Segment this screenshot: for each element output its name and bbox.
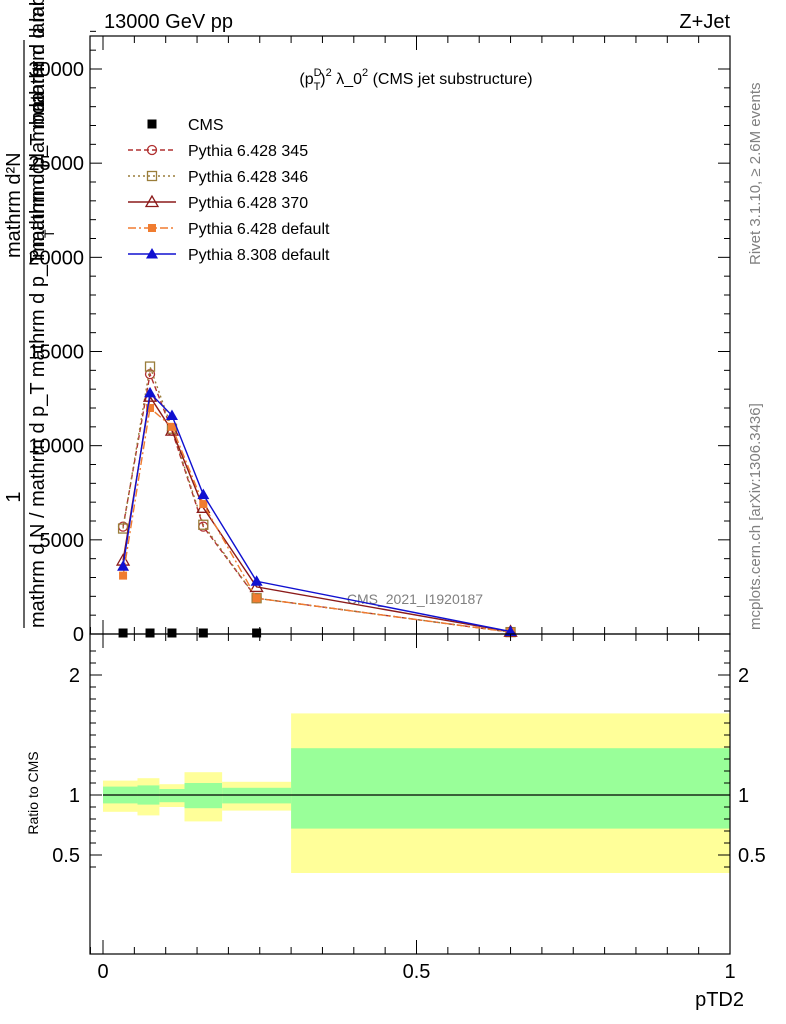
data-point bbox=[117, 523, 129, 534]
ratio-inner-band bbox=[291, 748, 730, 829]
legend-item: Pythia 6.428 346 bbox=[128, 169, 308, 186]
ylabel-one: 1 bbox=[3, 491, 25, 502]
data-point bbox=[249, 579, 264, 593]
main-ytick-label: 25000 bbox=[28, 153, 84, 175]
legend-marker bbox=[146, 144, 158, 156]
main-y-label: 1 mathrm d N / mathrm d p_T mathrm d p_T… bbox=[3, 0, 57, 628]
xtick-label: 0.5 bbox=[403, 961, 431, 983]
series-layer bbox=[115, 361, 518, 638]
main-x-axis-ticks bbox=[89, 36, 731, 634]
series-line bbox=[122, 406, 511, 633]
ylabel-sub-t: T bbox=[41, 229, 57, 238]
title-sup-d: D bbox=[314, 67, 322, 79]
data-point bbox=[252, 594, 261, 603]
plot-title: (pD T)2 λ_02 (CMS jet substructure) bbox=[299, 67, 532, 93]
ylabel-numerator-inner: mathrm d p_T mathrm d lambda bbox=[27, 0, 49, 258]
legend-label: Pythia 6.428 default bbox=[188, 221, 330, 238]
legend-label: CMS bbox=[188, 117, 224, 134]
data-point bbox=[199, 500, 208, 509]
ratio-y-axis: 0.5 0.5 1 1 2 2 bbox=[52, 650, 766, 868]
legend-label: Pythia 6.428 346 bbox=[188, 169, 308, 186]
ratio-x-axis: 0 0.5 1 bbox=[89, 634, 736, 983]
xtick-label: 1 bbox=[724, 961, 735, 983]
legend-item: Pythia 6.428 default bbox=[128, 221, 330, 238]
legend-marker bbox=[148, 224, 156, 232]
data-point bbox=[198, 628, 208, 638]
legend-item: Pythia 8.308 default bbox=[128, 247, 330, 264]
ratio-ytick-label-left: 1 bbox=[69, 785, 80, 807]
title-open: (p bbox=[299, 71, 313, 88]
series-line bbox=[122, 366, 511, 633]
title-sub-t: T bbox=[314, 81, 321, 93]
legend-label: Pythia 6.428 345 bbox=[188, 143, 308, 160]
title-close: ) bbox=[320, 71, 325, 88]
header-energy: 13000 GeV pp bbox=[104, 11, 233, 33]
ratio-ytick-label-right: 2 bbox=[738, 665, 749, 687]
legend-item: Pythia 6.428 345 bbox=[128, 143, 308, 160]
data-point bbox=[167, 628, 177, 638]
data-point bbox=[144, 386, 157, 398]
ratio-ytick-label-right: 0.5 bbox=[738, 845, 766, 867]
legend-item: Pythia 6.428 370 bbox=[128, 194, 308, 212]
legend-marker bbox=[147, 119, 157, 129]
data-point bbox=[252, 628, 262, 638]
title-lambda: λ_0 bbox=[332, 71, 362, 88]
main-ytick-label: 10000 bbox=[28, 436, 84, 458]
data-point bbox=[251, 593, 262, 604]
data-point bbox=[197, 488, 210, 500]
data-point bbox=[119, 571, 128, 580]
ylabel-denominator: mathrm d N / mathrm d p_T mathrm d p_T m… bbox=[27, 91, 49, 628]
main-ytick-label: 30000 bbox=[28, 59, 84, 81]
ratio-ytick-label-left: 0.5 bbox=[52, 845, 80, 867]
ylabel-numerator: mathrm d²N bbox=[3, 152, 25, 258]
data-point bbox=[198, 519, 209, 530]
legend-item: CMS bbox=[147, 117, 224, 134]
main-y-axis: 0 5000 10000 15000 20000 25000 30000 bbox=[28, 30, 730, 646]
main-ytick-label: 15000 bbox=[28, 342, 84, 364]
legend-label: Pythia 8.308 default bbox=[188, 247, 330, 264]
ratio-ytick-label-right: 1 bbox=[738, 785, 749, 807]
title-tail: (CMS jet substructure) bbox=[368, 71, 532, 88]
legend-marker bbox=[146, 170, 158, 182]
data-point bbox=[167, 422, 176, 431]
main-panel: 0 5000 10000 15000 20000 25000 30000 CMS_2021_… bbox=[28, 30, 731, 646]
data-point bbox=[144, 361, 156, 372]
legend-label: Pythia 6.428 370 bbox=[188, 195, 308, 212]
data-point bbox=[165, 409, 178, 421]
x-axis-label: pTD2 bbox=[695, 989, 744, 1011]
main-ytick-label: 0 bbox=[73, 624, 84, 646]
data-point bbox=[146, 404, 155, 412]
legend: CMS Pythia 6.428 345 Pythia 6.428 346 Pythi… bbox=[128, 117, 330, 264]
main-ytick-label: 5000 bbox=[40, 530, 85, 552]
ratio-bands bbox=[103, 713, 730, 873]
data-point bbox=[118, 628, 128, 638]
title-sup-2a: 2 bbox=[326, 67, 332, 79]
series-line bbox=[122, 391, 511, 633]
legend-marker bbox=[146, 248, 158, 259]
data-point bbox=[145, 628, 155, 638]
ratio-ytick-label-left: 2 bbox=[69, 665, 80, 687]
ratio-panel: 0.5 0.51 12 2 0 0.5 1 Ratio to CMS pTD2 bbox=[25, 633, 766, 1011]
legend-marker bbox=[144, 194, 160, 208]
title-sup-2b: 2 bbox=[362, 67, 368, 79]
ylabel-numerator-top: mathrm d lambda bbox=[27, 0, 49, 112]
rivet-label: Rivet 3.1.10, ≥ 2.6M events bbox=[747, 83, 764, 266]
ratio-frame bbox=[89, 633, 731, 955]
header-process: Z+Jet bbox=[679, 11, 730, 33]
ratio-y-label: Ratio to CMS bbox=[25, 751, 41, 834]
series-0 bbox=[118, 628, 262, 638]
data-point bbox=[250, 575, 263, 586]
data-point bbox=[117, 560, 130, 571]
main-ytick-label: 20000 bbox=[28, 247, 84, 269]
xtick-label: 0 bbox=[97, 961, 108, 983]
main-frame bbox=[89, 35, 731, 635]
mcplots-label: mcplots.cern.ch [arXiv:1306.3436] bbox=[747, 403, 764, 630]
analysis-watermark: CMS_2021_I1920187 bbox=[347, 591, 483, 607]
